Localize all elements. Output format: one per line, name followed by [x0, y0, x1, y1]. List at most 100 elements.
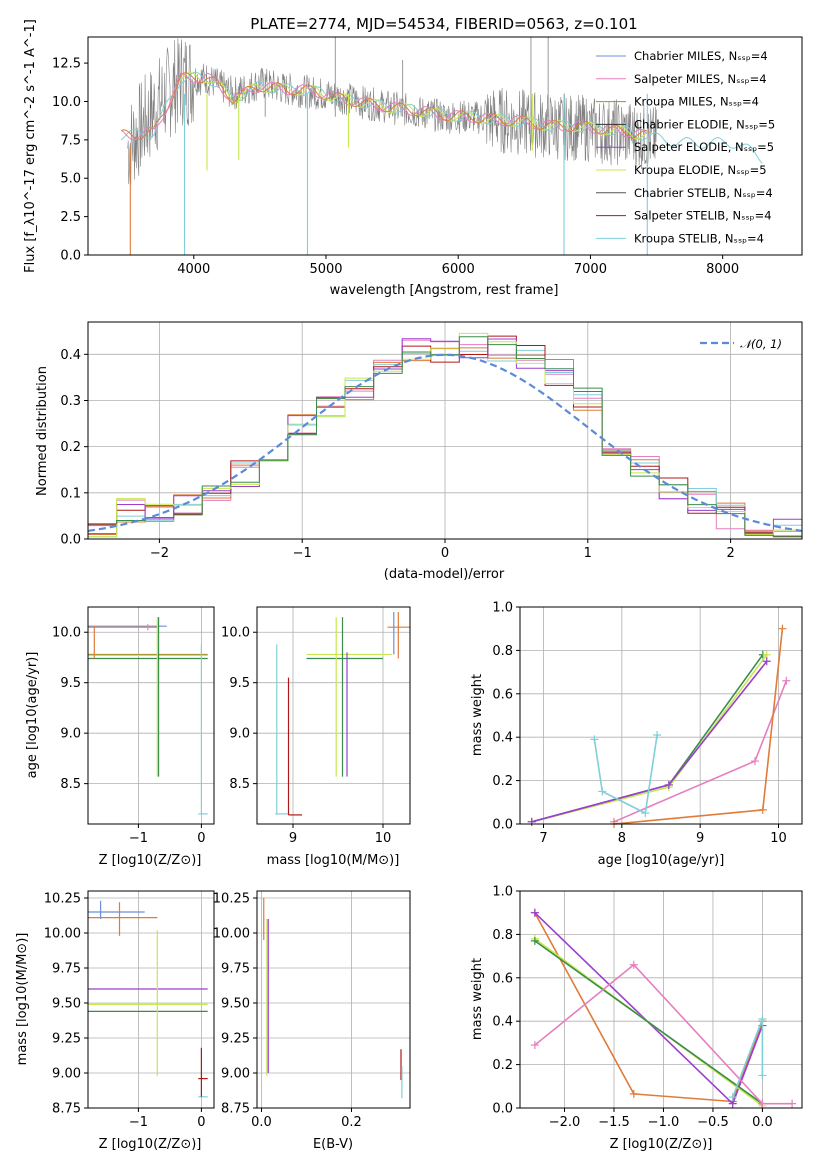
- residuals-ytick-label: 0.0: [60, 533, 81, 548]
- mwage-marker: [762, 657, 771, 666]
- spectrum-xlabel: wavelength [Angstrom, rest frame]: [330, 283, 559, 298]
- mwz-marker: [629, 1089, 638, 1098]
- mwage-marker: [664, 780, 673, 789]
- spectrum-ytick-label: 10.0: [52, 95, 81, 110]
- mwage-xtick-label: 7: [539, 831, 547, 846]
- residuals-ytick-label: 0.3: [60, 394, 81, 409]
- residuals-ytick-label: 0.4: [60, 348, 81, 363]
- mwage-xtick-label: 8: [618, 831, 626, 846]
- residuals-frame: [87, 321, 803, 540]
- massz-ytick-label: 9.50: [52, 997, 81, 1012]
- spectrum-ylabel: Flux [f_λ10^-17 erg cm^-2 s^-1 A^-1]: [23, 19, 38, 273]
- mwz-marker: [629, 960, 638, 969]
- agemass-xlabel: mass [log10(M/M⊙)]: [267, 853, 400, 868]
- mwz-xtick-label: −1.5: [598, 1115, 630, 1130]
- mwage-ytick-label: 1.0: [492, 601, 513, 616]
- mwage-marker: [641, 809, 650, 818]
- massebv-ytick-label: 9.25: [221, 1032, 250, 1047]
- axes-layer: 4000 5000 6000 7000 80000.02.55.07.510.012.5…: [44, 36, 803, 1130]
- agez-xlabel: Z [log10(Z/Z⊙)]: [99, 853, 202, 868]
- mwz-marker: [530, 1041, 539, 1050]
- massebv-frame: [256, 890, 411, 1109]
- spectrum-xtick-label: 6000: [442, 262, 475, 277]
- massebv-xlabel: E(B-V): [313, 1137, 353, 1152]
- agez-ytick-label: 8.5: [60, 777, 81, 792]
- residuals-hist-series: [88, 332, 802, 538]
- agemass-ytick-label: 8.5: [229, 777, 250, 792]
- agez-ytick-label: 10.0: [52, 626, 81, 641]
- mwage-ytick-label: 0.6: [492, 687, 513, 702]
- mwz-marker: [758, 1071, 767, 1080]
- residuals-ytick-label: 0.2: [60, 440, 81, 455]
- spectrum-legend-label: Kroupa STELIB, Nₛₛₚ=4: [634, 231, 764, 245]
- spectrum-ytick-label: 2.5: [60, 210, 81, 225]
- spectrum-ytick-label: 5.0: [60, 172, 81, 187]
- spectrum-legend-label: Salpeter STELIB, Nₛₛₚ=4: [634, 209, 772, 223]
- mwz-ytick-label: 0.6: [492, 971, 513, 986]
- mwage-marker: [778, 624, 787, 633]
- mwage-marker: [751, 757, 759, 766]
- agemass-frame: [256, 606, 411, 825]
- mwz-series-line: [534, 963, 793, 1105]
- figure-title: PLATE=2774, MJD=54534, FIBERID=0563, z=0…: [250, 15, 637, 33]
- mwz-marker: [530, 936, 539, 945]
- mwage-marker: [598, 787, 607, 796]
- spectrum-ytick-label: 12.5: [52, 57, 81, 72]
- massz-ytick-label: 8.75: [52, 1102, 81, 1117]
- chart-data-layer: [87, 37, 803, 1110]
- massebv-ytick-label: 10.25: [213, 892, 250, 907]
- mwz-marker: [530, 908, 539, 917]
- massebv-ytick-label: 8.75: [221, 1102, 250, 1117]
- agemass-xtick-label: 9: [289, 831, 297, 846]
- mwz-ytick-label: 0.0: [492, 1102, 513, 1117]
- mwz-xtick-label: −0.5: [697, 1115, 729, 1130]
- mwage-marker: [758, 805, 767, 814]
- mwage-ylabel: mass weight: [470, 674, 485, 756]
- residuals-hist-series: [88, 336, 802, 538]
- spectrum-legend-label: Chabrier MILES, Nₛₛₚ=4: [634, 49, 768, 63]
- mwz-marker: [728, 1093, 737, 1102]
- spectrum-legend-label: Chabrier ELODIE, Nₛₛₚ=5: [634, 117, 775, 131]
- mwage-frame: [519, 606, 803, 825]
- spectrum-legend-label: Salpeter MILES, Nₛₛₚ=4: [634, 72, 767, 86]
- mwz-xlabel: Z [log10(Z/Z⊙)]: [610, 1137, 713, 1152]
- mwz-marker: [758, 1099, 767, 1108]
- massebv-ytick-label: 9.75: [221, 962, 250, 977]
- mwz-marker: [788, 1099, 797, 1108]
- mwage-ytick-label: 0.2: [492, 774, 513, 789]
- mwz-ytick-label: 0.4: [492, 1015, 513, 1030]
- spectrum-legend-label: Chabrier STELIB, Nₛₛₚ=4: [634, 186, 773, 200]
- mwz-xtick-label: −2.0: [549, 1115, 581, 1130]
- massz-ytick-label: 10.25: [44, 892, 81, 907]
- agemass-xtick-label: 10: [375, 831, 392, 846]
- spectrum-legend-label: Kroupa ELODIE, Nₛₛₚ=5: [634, 163, 767, 177]
- massz-ytick-label: 9.00: [52, 1067, 81, 1082]
- massebv-ytick-label: 9.00: [221, 1067, 250, 1082]
- mwz-marker: [758, 1015, 767, 1024]
- massz-ytick-label: 9.75: [52, 962, 81, 977]
- spectrum-xtick-label: 8000: [706, 262, 739, 277]
- residuals-legend-label: 𝒩(0, 1): [740, 337, 782, 351]
- massebv-xtick-label: 0.0: [251, 1115, 272, 1130]
- mwage-xtick-label: 10: [770, 831, 787, 846]
- residuals-xtick-label: 0: [441, 546, 449, 561]
- residuals-xtick-label: −2: [150, 546, 169, 561]
- mwage-marker: [782, 676, 791, 685]
- mwage-ytick-label: 0.4: [492, 731, 513, 746]
- residuals-ytick-label: 0.1: [60, 486, 81, 501]
- mwz-ytick-label: 1.0: [492, 885, 513, 900]
- spectrum-legend-label: Kroupa MILES, Nₛₛₚ=4: [634, 95, 759, 109]
- residuals-xlabel: (data-model)/error: [384, 567, 505, 582]
- agez-ytick-label: 9.5: [60, 676, 81, 691]
- spectrum-xtick-label: 4000: [177, 262, 210, 277]
- mwage-marker: [590, 735, 599, 744]
- spectrum-legend-label: Salpeter ELODIE, Nₛₛₚ=5: [634, 140, 774, 154]
- mwz-ylabel: mass weight: [470, 958, 485, 1040]
- mwage-ytick-label: 0.8: [492, 644, 513, 659]
- agez-frame: [87, 606, 215, 825]
- massz-ytick-label: 10.00: [44, 927, 81, 942]
- residuals-hist-series: [88, 338, 802, 535]
- mwage-ytick-label: 0.0: [492, 818, 513, 833]
- mwz-xtick-label: 0.0: [752, 1115, 773, 1130]
